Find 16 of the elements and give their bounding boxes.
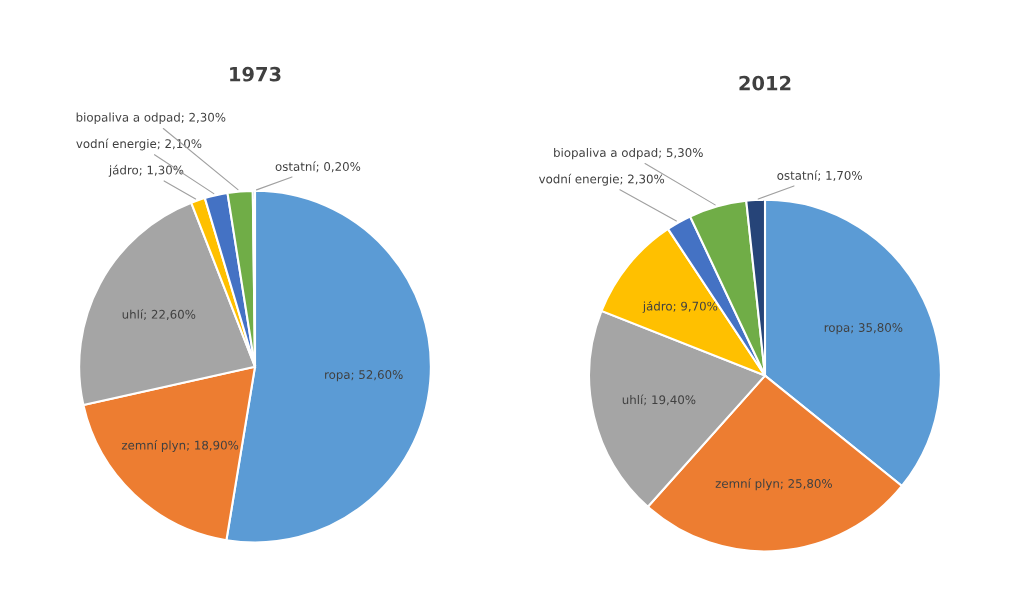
chart-title: 2012 xyxy=(739,75,791,91)
slice-label: ropa; 35,80% xyxy=(824,323,903,335)
slice-label: ropa; 52,60% xyxy=(325,370,403,382)
slice-label: jádro; 9,70% xyxy=(642,300,718,313)
slice-label: zemní plyn; 25,80% xyxy=(715,478,832,491)
chart-title: 1973 xyxy=(230,66,281,82)
slice-label: biopaliva a odpad; 5,30% xyxy=(554,147,703,160)
slice-label: jádro; 1,30% xyxy=(108,164,184,177)
slice-label: uhlí; 19,40% xyxy=(622,394,696,406)
slice-label: vodní energie; 2,10% xyxy=(76,138,202,151)
slice-label: zemní plyn; 18,90% xyxy=(121,439,239,452)
slice-label: ostatní; 1,70% xyxy=(777,170,862,182)
slice-label: ostatní; 0,20% xyxy=(275,161,361,173)
slice-label: uhlí; 22,60% xyxy=(122,309,196,320)
slice-label: vodní energie; 2,30% xyxy=(538,173,665,186)
slice-label: biopaliva a odpad; 2,30% xyxy=(76,112,226,124)
